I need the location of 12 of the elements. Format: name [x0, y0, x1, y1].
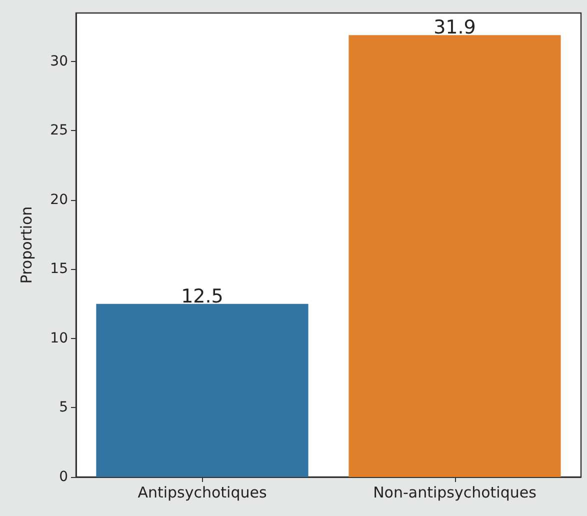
y-tick-label: 30: [50, 53, 68, 70]
y-tick-label: 15: [50, 261, 68, 278]
x-tick-label: Non-antipsychotiques: [373, 484, 537, 502]
data-label: 12.5: [181, 285, 224, 308]
y-tick-label: 25: [50, 122, 68, 139]
y-tick-label: 5: [59, 400, 68, 416]
x-tick-label: Antipsychotiques: [138, 484, 267, 502]
y-tick-label: 10: [50, 330, 68, 346]
data-label: 31.9: [434, 16, 476, 39]
y-tick-label: 20: [50, 192, 68, 208]
y-tick-label: 0: [59, 469, 68, 485]
y-axis-title: Proportion: [18, 206, 36, 284]
